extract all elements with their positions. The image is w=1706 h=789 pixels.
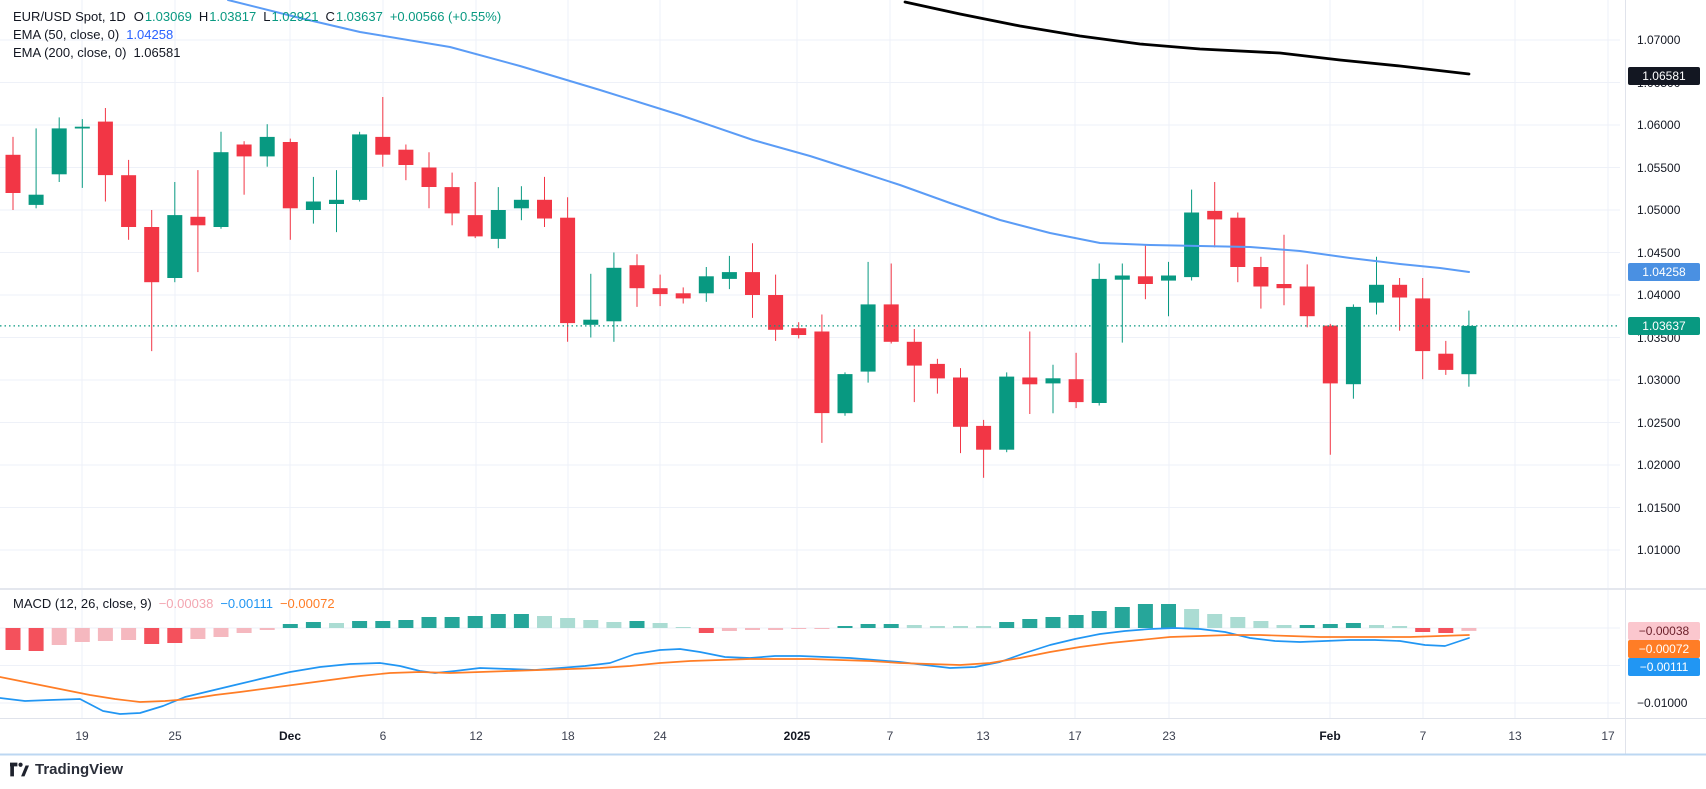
time-axis-label: 6 <box>379 729 387 743</box>
chart-canvas[interactable] <box>0 0 1706 757</box>
macd-signal-value: −0.00072 <box>279 596 335 611</box>
low-value: 1.02921 <box>271 9 319 24</box>
ema50-value: 1.04258 <box>126 27 174 42</box>
ema200-value: 1.06581 <box>133 45 181 60</box>
legend-ema50-row: EMA (50, close, 0) 1.04258 <box>13 26 501 44</box>
ema50-label: EMA (50, close, 0) <box>13 27 120 42</box>
legend-main: EUR/USD Spot, 1D O1.03069 H1.03817 L1.02921… <box>13 8 501 62</box>
close-value: 1.03637 <box>335 9 383 24</box>
price-axis-label: 1.04500 <box>1637 246 1681 260</box>
time-axis-label: 23 <box>1162 729 1176 743</box>
legend-ema200-row: EMA (200, close, 0) 1.06581 <box>13 44 501 62</box>
legend-symbol-row: EUR/USD Spot, 1D O1.03069 H1.03817 L1.02921… <box>13 8 501 26</box>
open-label: O <box>133 9 144 24</box>
price-axis-label: −0.01000 <box>1637 696 1688 710</box>
time-axis-label: 2025 <box>783 729 811 743</box>
macd-hist-value-badge: −0.00038 <box>1628 622 1700 640</box>
time-axis-label: 18 <box>561 729 575 743</box>
time-axis-label: 12 <box>469 729 483 743</box>
low-label: L <box>263 9 271 24</box>
tradingview-brand-text: TradingView <box>35 761 124 778</box>
macd-signal-value-badge: −0.00072 <box>1628 640 1700 658</box>
ema200-label: EMA (200, close, 0) <box>13 45 127 60</box>
price-axis-label: 1.07000 <box>1637 33 1681 47</box>
price-axis-label: 1.04000 <box>1637 288 1681 302</box>
change-value: +0.00566 (+0.55%) <box>389 9 502 24</box>
macd-line-value-badge: −0.00111 <box>1628 658 1700 676</box>
tradingview-logo-icon <box>10 762 29 777</box>
symbol-title: EUR/USD Spot, 1D <box>13 9 126 24</box>
time-axis-label: 13 <box>976 729 990 743</box>
time-axis-label: 17 <box>1068 729 1082 743</box>
ema200-value-badge: 1.06581 <box>1628 67 1700 85</box>
time-axis-label: 24 <box>653 729 667 743</box>
price-axis-label: 1.02000 <box>1637 458 1681 472</box>
price-axis-label: 1.01500 <box>1637 501 1681 515</box>
macd-line-value: −0.00111 <box>220 596 273 611</box>
price-axis-label: 1.03000 <box>1637 373 1681 387</box>
time-axis-label: Dec <box>278 729 301 743</box>
time-axis-label: 25 <box>168 729 182 743</box>
open-value: 1.03069 <box>144 9 192 24</box>
price-axis-label: 1.01000 <box>1637 543 1681 557</box>
tradingview-attribution[interactable]: TradingView <box>10 761 123 778</box>
time-axis-label: 7 <box>886 729 894 743</box>
time-axis-label: Feb <box>1319 729 1341 743</box>
price-axis-label: 1.02500 <box>1637 416 1681 430</box>
legend-macd: MACD (12, 26, close, 9) −0.00038 −0.00111−… <box>13 595 335 612</box>
time-axis-label: 7 <box>1419 729 1427 743</box>
high-value: 1.03817 <box>209 9 257 24</box>
price-axis-label: 1.05000 <box>1637 203 1681 217</box>
macd-hist-value: −0.00038 <box>158 596 214 611</box>
price-axis-label: 1.05500 <box>1637 161 1681 175</box>
high-label: H <box>198 9 209 24</box>
price-axis-label: 1.06000 <box>1637 118 1681 132</box>
macd-title: MACD (12, 26, close, 9) <box>13 596 152 611</box>
last-price-badge: 1.03637 <box>1628 317 1700 335</box>
close-label: C <box>325 9 335 24</box>
ema50-value-badge: 1.04258 <box>1628 263 1700 281</box>
time-axis-label: 13 <box>1508 729 1522 743</box>
time-axis-label: 17 <box>1601 729 1615 743</box>
time-axis-label: 19 <box>75 729 89 743</box>
